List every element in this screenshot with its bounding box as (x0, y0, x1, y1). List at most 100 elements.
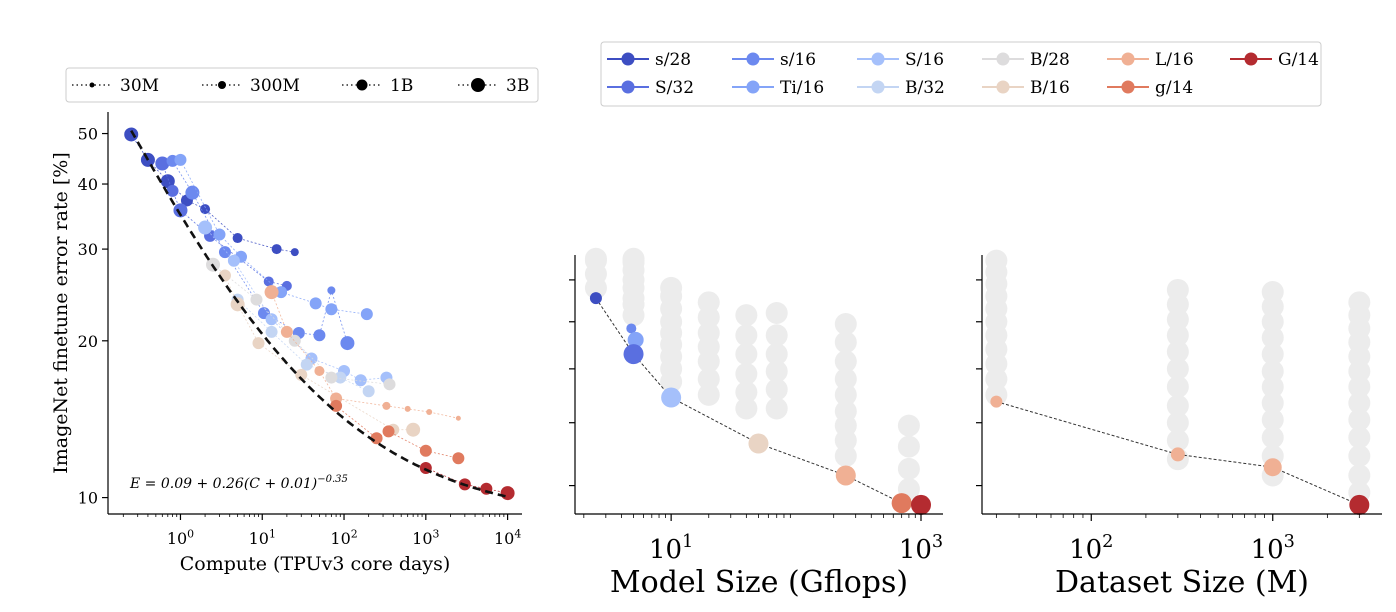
model-legend-label-G/14: G/14 (1278, 50, 1319, 70)
series-S/32 (155, 156, 292, 291)
data-point-s/28 (271, 244, 282, 255)
model-legend-label-g/14: g/14 (1155, 78, 1193, 98)
data-point-Ti/16 (360, 308, 373, 321)
compute-x-axis-label: Compute (TPUv3 core days) (180, 553, 451, 575)
background-point (1348, 426, 1371, 449)
data-point-L/16 (264, 285, 279, 300)
background-point (697, 291, 720, 314)
x-tick-label: 102 (1069, 532, 1113, 565)
data-point-s/28 (290, 248, 299, 257)
model-legend-marker-s/16 (746, 52, 760, 66)
data-point-B/32 (362, 385, 375, 398)
dataset-size-plot: 102 103 Dataset Size (M) (976, 249, 1382, 600)
frontier-point (990, 395, 1003, 408)
series-g/14 (330, 399, 465, 465)
model-legend-marker-Ti/16 (746, 80, 760, 94)
background-point (897, 414, 920, 437)
data-point-s/16 (218, 246, 231, 259)
model-legend-label-B/16: B/16 (1030, 78, 1070, 98)
fit-formula-exponent: −0.35 (317, 474, 348, 485)
model-legend-marker-B/28 (996, 52, 1010, 66)
data-point-S/16 (265, 313, 278, 326)
model-legend-marker-g/14 (1121, 80, 1135, 94)
y-tick-label: 40 (78, 175, 98, 194)
background-point (897, 457, 920, 480)
compute-plot-axes: 100 101 102 103 104 10 20 30 40 50 (78, 112, 522, 548)
background-point (1166, 357, 1189, 380)
model-size-x-axis-label: Model Size (Gflops) (610, 565, 908, 600)
data-point-g/14 (382, 425, 395, 438)
data-point-Ti/16 (309, 297, 322, 310)
frontier-point (589, 292, 602, 305)
background-point (1261, 408, 1284, 431)
fit-formula: E = 0.09 + 0.26(C + 0.01)−0.35 (129, 474, 348, 492)
size-legend-marker-3B (471, 78, 485, 92)
frontier-point (1349, 494, 1370, 515)
data-point-g/14 (419, 444, 432, 457)
data-point-B/28 (250, 293, 263, 306)
background-point (834, 331, 857, 354)
size-legend-label-300M: 300M (250, 76, 300, 96)
data-point-S/32 (155, 156, 170, 171)
background-point (697, 321, 720, 344)
frontier-point (623, 344, 644, 365)
data-point-B/16 (295, 368, 308, 381)
background-point (1261, 426, 1284, 449)
background-point (1348, 291, 1371, 314)
series-line-s/28 (130, 134, 295, 253)
background-point (1348, 408, 1371, 431)
data-point-L/16 (382, 401, 391, 410)
series-line-s/16 (172, 160, 348, 344)
data-point-G/14 (500, 486, 515, 501)
model-size-plot: 101 103 Model Size (Gflops) (569, 247, 943, 600)
background-point (1348, 391, 1371, 414)
x-tick-label: 103 (1251, 532, 1295, 565)
model-legend: s/28 S/32 s/16 Ti/16 S/16 B/32 B/28 B/16 L/16 g/1… (600, 41, 1322, 107)
x-tick-label: 103 (412, 527, 439, 548)
x-tick-label: 101 (249, 527, 276, 548)
model-legend-marker-L/16 (1121, 52, 1135, 66)
series-line-B/32 (237, 299, 369, 392)
series-line-S/32 (161, 163, 287, 287)
model-size-frontier-line (595, 297, 922, 506)
background-point (660, 276, 683, 299)
y-tick-label: 10 (78, 489, 98, 508)
model-legend-marker-B/16 (996, 80, 1010, 94)
background-point (897, 435, 920, 458)
model-legend-marker-S/16 (871, 52, 885, 66)
series-S/16 (198, 220, 393, 387)
error-rate-y-axis-label: ImageNet finetune error rate [%] (50, 152, 72, 474)
background-point (834, 444, 857, 467)
background-point (985, 249, 1008, 272)
background-point (1261, 360, 1284, 383)
series-B/16 (218, 269, 421, 437)
data-point-L/16 (426, 408, 433, 415)
frontier-point (661, 387, 682, 408)
size-legend-marker-30M (89, 82, 95, 88)
background-point (834, 350, 857, 373)
data-point-B/32 (300, 358, 313, 371)
background-point (697, 383, 720, 406)
data-point-Ti/16 (174, 153, 187, 166)
size-legend-label-1B: 1B (390, 76, 413, 96)
size-legend-frame (65, 67, 539, 103)
frontier-point (891, 493, 912, 514)
data-point-B/32 (334, 371, 347, 384)
y-tick-label: 20 (78, 332, 98, 351)
data-point-B/32 (265, 325, 278, 338)
background-point (1261, 280, 1284, 303)
data-point-B/16 (252, 337, 265, 350)
background-point (735, 304, 758, 327)
size-legend-marker-300M (218, 81, 226, 89)
data-point-s/28 (124, 127, 139, 142)
data-point-s/16 (313, 329, 326, 342)
size-legend-label-3B: 3B (506, 76, 529, 96)
data-point-L/16 (280, 325, 293, 338)
background-point (1166, 278, 1189, 301)
dataset-size-frontier-line (996, 401, 1360, 506)
data-point-L/16 (404, 405, 411, 412)
model-legend-frame (600, 41, 1322, 107)
background-point (622, 249, 645, 272)
model-size-plot-axes: 101 103 (569, 255, 943, 565)
